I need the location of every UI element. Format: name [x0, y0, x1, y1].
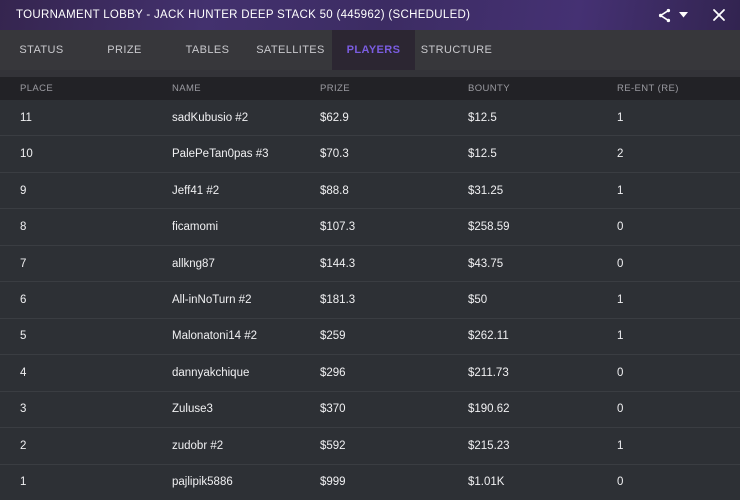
- cell-reent: 0: [617, 476, 624, 489]
- cell-place: 10: [20, 148, 33, 161]
- table-row[interactable]: 5 Malonatoni14 #2 $259 $262.11 1: [0, 318, 740, 356]
- cell-reent: 0: [617, 366, 624, 379]
- cell-place: 4: [20, 366, 27, 379]
- cell-place: 9: [20, 184, 27, 197]
- close-icon[interactable]: [712, 8, 726, 22]
- column-header-bounty: BOUNTY: [468, 83, 510, 94]
- players-panel: PLACE NAME PRIZE BOUNTY RE-ENT (RE) 11 sadKub…: [0, 70, 740, 500]
- cell-reent: 1: [617, 184, 624, 197]
- tab-bar: STATUS PRIZE TABLES SATELLITES PLAYERS STRUCT…: [0, 30, 740, 70]
- cell-name: PalePeTan0pas #3: [172, 148, 269, 161]
- cell-place: 6: [20, 293, 27, 306]
- cell-prize: $259: [320, 330, 346, 343]
- cell-name: ficamomi: [172, 221, 219, 234]
- titlebar: TOURNAMENT LOBBY - JACK HUNTER DEEP STAC…: [0, 0, 740, 30]
- cell-bounty: $50: [468, 293, 488, 306]
- cell-bounty: $258.59: [468, 221, 510, 234]
- cell-place: 11: [20, 111, 32, 124]
- tab-structure[interactable]: STRUCTURE: [420, 44, 493, 56]
- cell-bounty: $43.75: [468, 257, 504, 270]
- chevron-down-icon[interactable]: [679, 12, 688, 18]
- players-table: 11 sadKubusio #2 $62.9 $12.5 1 10 PalePeTan0pa…: [0, 100, 740, 500]
- cell-bounty: $1.01K: [468, 476, 505, 489]
- cell-bounty: $12.5: [468, 111, 497, 124]
- cell-bounty: $190.62: [468, 403, 510, 416]
- tab-players[interactable]: PLAYERS: [332, 30, 415, 70]
- cell-reent: 0: [617, 257, 624, 270]
- table-row[interactable]: 8 ficamomi $107.3 $258.59 0: [0, 209, 740, 246]
- cell-prize: $144.3: [320, 257, 356, 270]
- table-row[interactable]: 10 PalePeTan0pas #3 $70.3 $12.5 2: [0, 136, 740, 173]
- cell-prize: $62.9: [320, 111, 349, 124]
- column-header-place: PLACE: [20, 83, 54, 94]
- table-row[interactable]: 9 Jeff41 #2 $88.8 $31.25 1: [0, 172, 740, 210]
- table-row[interactable]: 2 zudobr #2 $592 $215.23 1: [0, 428, 740, 465]
- cell-reent: 1: [617, 293, 624, 306]
- cell-prize: $181.3: [320, 293, 356, 306]
- tab-satellites[interactable]: SATELLITES: [256, 44, 325, 56]
- cell-reent: 1: [617, 439, 624, 452]
- column-header-name: NAME: [172, 83, 202, 94]
- cell-name: Zuluse3: [172, 403, 213, 416]
- cell-bounty: $262.11: [468, 330, 509, 343]
- table-top-strip: [0, 70, 740, 77]
- cell-reent: 2: [617, 148, 624, 161]
- cell-name: Malonatoni14 #2: [172, 330, 258, 343]
- table-row[interactable]: 7 allkng87 $144.3 $43.75 0: [0, 245, 740, 283]
- column-header-re-ent-re: RE-ENT (RE): [617, 83, 679, 94]
- cell-place: 2: [20, 439, 27, 452]
- cell-name: sadKubusio #2: [172, 111, 249, 124]
- cell-name: zudobr #2: [172, 439, 224, 452]
- table-row[interactable]: 6 All-inNoTurn #2 $181.3 $50 1: [0, 282, 740, 319]
- cell-place: 7: [20, 257, 27, 270]
- cell-name: pajlipik5886: [172, 476, 233, 489]
- cell-prize: $107.3: [320, 221, 356, 234]
- cell-place: 1: [20, 476, 27, 489]
- table-row[interactable]: 11 sadKubusio #2 $62.9 $12.5 1: [0, 100, 740, 137]
- table-row[interactable]: 3 Zuluse3 $370 $190.62 0: [0, 391, 740, 429]
- cell-prize: $999: [320, 476, 346, 489]
- cell-prize: $88.8: [320, 184, 349, 197]
- column-header-prize: PRIZE: [320, 83, 350, 94]
- table-header: PLACE NAME PRIZE BOUNTY RE-ENT (RE): [0, 77, 740, 100]
- cell-bounty: $12.5: [468, 148, 497, 161]
- cell-prize: $592: [320, 439, 346, 452]
- cell-reent: 0: [617, 221, 624, 234]
- cell-reent: 1: [617, 111, 624, 124]
- table-row[interactable]: 4 dannyakchique $296 $211.73 0: [0, 355, 740, 392]
- cell-name: dannyakchique: [172, 366, 250, 379]
- titlebar-actions: [656, 7, 726, 24]
- cell-name: Jeff41 #2: [172, 184, 220, 197]
- cell-prize: $296: [320, 366, 346, 379]
- cell-bounty: $31.25: [468, 184, 504, 197]
- cell-name: allkng87: [172, 257, 215, 270]
- cell-bounty: $211.73: [468, 366, 509, 379]
- cell-prize: $370: [320, 403, 346, 416]
- cell-place: 8: [20, 221, 27, 234]
- tab-tables[interactable]: TABLES: [185, 44, 230, 56]
- cell-reent: 1: [617, 330, 624, 343]
- cell-bounty: $215.23: [468, 439, 510, 452]
- cell-place: 3: [20, 403, 27, 416]
- cell-reent: 0: [617, 403, 624, 416]
- tab-prize[interactable]: PRIZE: [107, 44, 142, 56]
- share-icon[interactable]: [656, 7, 673, 24]
- cell-name: All-inNoTurn #2: [172, 293, 252, 306]
- cell-prize: $70.3: [320, 148, 349, 161]
- tab-status[interactable]: STATUS: [19, 44, 64, 56]
- window-title: TOURNAMENT LOBBY - JACK HUNTER DEEP STAC…: [16, 9, 471, 21]
- table-row[interactable]: 1 pajlipik5886 $999 $1.01K 0: [0, 464, 740, 500]
- cell-place: 5: [20, 330, 27, 343]
